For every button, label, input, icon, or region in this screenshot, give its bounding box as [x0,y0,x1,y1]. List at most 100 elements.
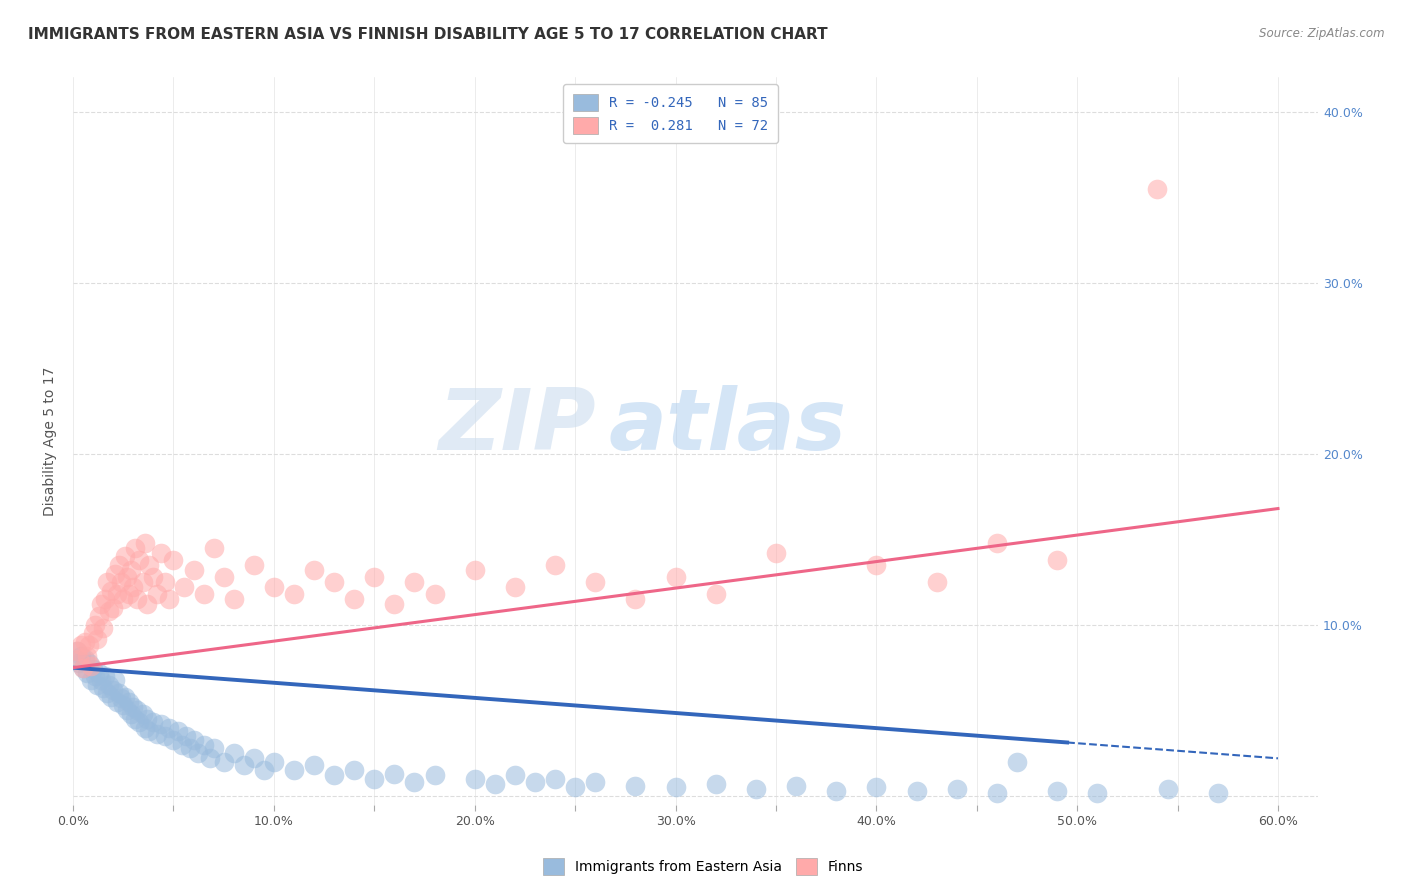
Point [384,766,406,780]
Point [82,662,104,676]
Point [142,715,165,730]
Point [283,587,305,601]
Point [138,558,160,572]
Point [162,553,184,567]
Point [117,703,139,717]
Point [104,673,127,687]
Point [664,570,686,584]
Point [202,541,225,555]
Point [155,575,177,590]
Point [166,723,188,738]
Point [90,673,112,687]
Point [120,563,142,577]
Point [825,784,848,798]
Point [198,751,221,765]
Point [384,598,406,612]
Point [765,546,787,560]
Point [222,746,245,760]
Point [128,715,150,730]
Point [89,609,111,624]
Point [222,592,245,607]
Point [179,741,201,756]
Point [263,755,285,769]
Point [70,648,93,663]
Point [108,686,131,700]
Point [122,700,145,714]
Point [343,592,366,607]
Point [112,592,135,607]
Point [98,678,121,692]
Point [136,712,159,726]
Point [103,600,125,615]
Text: IMMIGRANTS FROM EASTERN ASIA VS FINNISH DISABILITY AGE 5 TO 17 CORRELATION CHART: IMMIGRANTS FROM EASTERN ASIA VS FINNISH … [28,27,828,42]
Point [202,741,225,756]
Point [100,583,122,598]
Point [146,587,169,601]
Point [263,580,285,594]
Point [1046,553,1069,567]
Point [75,635,97,649]
Point [132,575,155,590]
Point [105,587,128,601]
Point [173,580,195,594]
Point [564,780,586,795]
Point [363,570,385,584]
Point [162,732,184,747]
Point [124,541,146,555]
Point [67,652,90,666]
Point [865,558,887,572]
Point [925,575,948,590]
Point [484,777,506,791]
Point [86,632,108,646]
Point [80,673,103,687]
Point [105,695,128,709]
Point [159,721,181,735]
Point [212,755,235,769]
Point [132,706,155,721]
Point [84,669,107,683]
Point [96,575,118,590]
Point [77,656,100,670]
Point [110,691,132,706]
Point [118,587,141,601]
Point [117,570,139,584]
Text: Source: ZipAtlas.com: Source: ZipAtlas.com [1260,27,1385,40]
Point [170,738,193,752]
Point [96,686,118,700]
Point [302,758,325,772]
Point [86,678,108,692]
Point [174,729,197,743]
Point [624,779,647,793]
Point [80,659,103,673]
Point [118,695,141,709]
Point [75,652,97,666]
Point [243,558,266,572]
Text: atlas: atlas [609,385,846,468]
Point [523,775,546,789]
Point [94,592,117,607]
Point [108,558,131,572]
Point [127,592,149,607]
Point [503,768,526,782]
Point [76,665,98,680]
Point [1156,782,1178,797]
Point [136,598,159,612]
Point [544,772,567,786]
Point [253,764,276,778]
Point [905,784,928,798]
Point [103,682,125,697]
Point [704,587,727,601]
Point [138,723,160,738]
Point [127,703,149,717]
Point [82,626,104,640]
Point [464,563,486,577]
Point [114,690,136,704]
Point [94,669,117,683]
Point [865,780,887,795]
Legend: R = -0.245   N = 85, R =  0.281   N = 72: R = -0.245 N = 85, R = 0.281 N = 72 [564,85,778,144]
Point [159,592,181,607]
Point [212,570,235,584]
Point [302,563,325,577]
Point [423,587,446,601]
Point [77,639,100,653]
